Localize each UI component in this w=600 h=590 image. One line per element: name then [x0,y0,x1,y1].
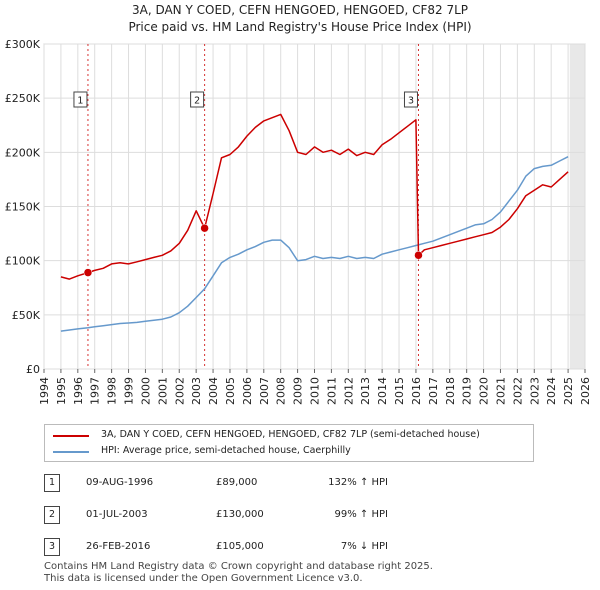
x-tick-label: 2025 [562,377,575,405]
y-tick-label: £300K [5,38,41,51]
x-tick-label: 1994 [38,377,51,405]
sale-label-box [403,91,418,108]
series-lines [60,113,569,332]
y-tick-label: £50K [12,309,41,322]
x-tick-label: 1995 [55,377,68,405]
x-tick-label: 2023 [528,377,541,405]
y-tick-label: £0 [26,363,40,376]
y-axis: £0 £50K £100K £150K £200K £250K £300K [5,38,41,376]
sale-row: 1 09-AUG-1996 £89,000 132% ↑ HPI [44,474,584,494]
sale-label-number: 1 [77,96,83,107]
x-tick-label: 2009 [292,377,305,405]
sale-number-badge: 1 [44,474,60,492]
legend-swatch-property [53,435,89,437]
legend: 3A, DAN Y COED, CEFN HENGOED, HENGOED, C… [44,424,534,462]
x-tick-label: 2010 [309,377,322,405]
x-tick-label: 1996 [72,377,85,405]
property-price-line [60,113,569,280]
x-tick-label: 2000 [139,377,152,405]
x-tick-label: 2016 [410,377,423,405]
y-tick-label: £150K [5,201,41,214]
sale-label-box [190,91,205,108]
x-tick-label: 2017 [427,377,440,405]
sale-marker [83,268,93,277]
x-tick-label: 1999 [123,377,136,405]
sale-marker [414,251,423,260]
sale-price: £130,000 [216,509,264,520]
sale-date: 26-FEB-2016 [86,541,151,552]
sale-price: £105,000 [216,541,264,552]
sale-date: 09-AUG-1996 [86,477,154,488]
sale-markers: 1 2 3 [73,91,423,277]
x-tick-label: 2011 [325,377,338,405]
x-tick-label: 2015 [393,377,406,405]
sale-number-badge: 3 [44,538,60,556]
x-tick-label: 1997 [89,377,102,405]
legend-label-hpi: HPI: Average price, semi-detached house,… [101,445,351,456]
x-tick-label: 1998 [106,377,119,405]
x-tick-label: 2001 [156,377,169,405]
price-chart: £0 £50K £100K £150K £200K £250K £300K 1994 1995… [5,38,592,405]
legend-swatch-hpi [53,451,89,453]
x-tick-label: 2004 [207,377,220,405]
chart-title-line1: 3A, DAN Y COED, CEFN HENGOED, HENGOED, C… [131,3,469,17]
x-tick-label: 2026 [579,377,592,405]
x-tick-label: 2002 [173,377,186,405]
y-tick-label: £200K [5,146,41,159]
legend-label-property: 3A, DAN Y COED, CEFN HENGOED, HENGOED, C… [101,429,480,440]
x-tick-label: 2021 [494,377,507,405]
x-tick-label: 2019 [461,377,474,405]
sale-date: 01-JUL-2003 [86,509,148,520]
footer-licence: This data is licensed under the Open Gov… [44,573,363,584]
x-tick-label: 2020 [478,377,491,405]
sale-label-box [73,91,88,108]
grid [43,43,586,370]
sale-label-number: 2 [194,96,200,107]
sale-label-number: 3 [408,96,414,107]
x-tick-label: 2012 [342,377,355,405]
x-axis: 1994 1995 1996 1997 1998 1999 2000 2001 2002 2003… [38,369,592,405]
sale-marker [200,223,209,233]
x-tick-label: 2024 [545,377,558,405]
x-tick-label: 2006 [241,377,254,405]
sale-price: £89,000 [216,477,258,488]
x-tick-label: 2014 [376,377,389,405]
y-tick-label: £100K [5,255,41,268]
sale-row: 2 01-JUL-2003 £130,000 99% ↑ HPI [44,506,584,526]
x-tick-label: 2022 [511,377,524,405]
hpi-line [60,156,569,332]
sale-hpi-change: 99% ↑ HPI [334,509,388,520]
y-tick-label: £250K [5,92,41,105]
x-tick-label: 2013 [359,377,372,405]
footer-copyright: Contains HM Land Registry data © Crown c… [44,561,433,572]
x-tick-label: 2008 [275,377,288,405]
x-tick-label: 2018 [444,377,457,405]
x-tick-label: 2005 [224,377,237,405]
sale-number-badge: 2 [44,506,60,524]
chart-title-line2: Price paid vs. HM Land Registry's House … [128,20,472,34]
x-tick-label: 2003 [190,377,203,405]
sale-vlines [87,44,419,369]
sale-hpi-change: 7% ↓ HPI [340,541,388,552]
sale-hpi-change: 132% ↑ HPI [328,477,388,488]
sale-row: 3 26-FEB-2016 £105,000 7% ↓ HPI [44,538,584,558]
x-tick-label: 2007 [258,377,271,405]
